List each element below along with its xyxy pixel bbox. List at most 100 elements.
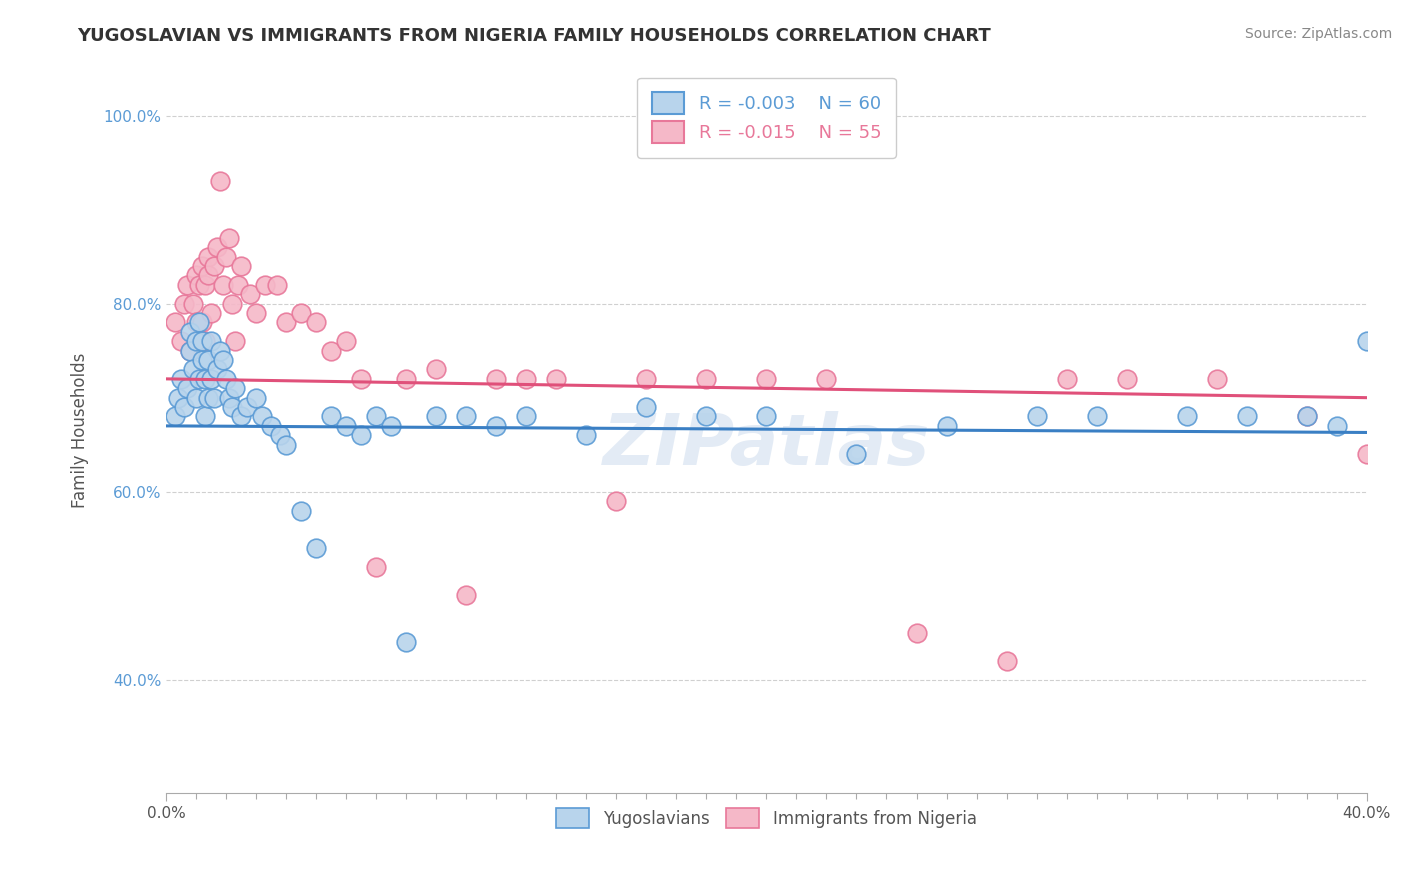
Point: [170, 372, 193, 386]
Point: [208, 174, 231, 188]
Point: [319, 409, 342, 424]
Point: [905, 625, 928, 640]
Point: [995, 654, 1018, 668]
Point: [205, 240, 228, 254]
Point: [202, 259, 225, 273]
Point: [191, 259, 214, 273]
Point: [1355, 447, 1378, 461]
Point: [395, 635, 418, 649]
Point: [181, 296, 204, 310]
Point: [1295, 409, 1317, 424]
Point: [1056, 372, 1078, 386]
Point: [425, 362, 447, 376]
Point: [181, 362, 204, 376]
Point: [260, 418, 283, 433]
Text: Source: ZipAtlas.com: Source: ZipAtlas.com: [1244, 27, 1392, 41]
Point: [515, 409, 537, 424]
Point: [380, 418, 402, 433]
Point: [188, 277, 211, 292]
Point: [200, 306, 222, 320]
Point: [215, 372, 238, 386]
Point: [245, 306, 267, 320]
Point: [245, 391, 267, 405]
Point: [254, 277, 277, 292]
Point: [366, 409, 388, 424]
Point: [1085, 409, 1108, 424]
Point: [636, 372, 658, 386]
Point: [229, 409, 252, 424]
Point: [167, 391, 190, 405]
Point: [179, 343, 201, 358]
Point: [194, 409, 217, 424]
Point: [335, 334, 357, 349]
Point: [755, 409, 778, 424]
Point: [546, 372, 568, 386]
Point: [176, 381, 198, 395]
Point: [1295, 409, 1317, 424]
Point: [1326, 418, 1348, 433]
Point: [218, 231, 240, 245]
Point: [636, 400, 658, 414]
Point: [212, 353, 235, 368]
Point: [290, 306, 312, 320]
Point: [184, 315, 207, 329]
Point: [163, 409, 186, 424]
Point: [425, 409, 447, 424]
Point: [485, 372, 508, 386]
Point: [197, 391, 219, 405]
Point: [250, 409, 273, 424]
Point: [212, 277, 235, 292]
Y-axis label: Family Households: Family Households: [72, 353, 89, 508]
Point: [194, 372, 217, 386]
Point: [218, 391, 240, 405]
Point: [173, 400, 195, 414]
Point: [184, 391, 207, 405]
Point: [215, 250, 238, 264]
Point: [194, 277, 217, 292]
Point: [456, 409, 478, 424]
Point: [197, 353, 219, 368]
Point: [191, 334, 214, 349]
Point: [1205, 372, 1227, 386]
Point: [1115, 372, 1137, 386]
Point: [197, 268, 219, 283]
Point: [305, 315, 328, 329]
Point: [274, 315, 297, 329]
Point: [221, 400, 243, 414]
Text: YUGOSLAVIAN VS IMMIGRANTS FROM NIGERIA FAMILY HOUSEHOLDS CORRELATION CHART: YUGOSLAVIAN VS IMMIGRANTS FROM NIGERIA F…: [77, 27, 991, 45]
Point: [456, 588, 478, 602]
Point: [515, 372, 537, 386]
Point: [305, 541, 328, 556]
Point: [290, 503, 312, 517]
Point: [575, 428, 598, 442]
Point: [1025, 409, 1047, 424]
Point: [202, 391, 225, 405]
Point: [755, 372, 778, 386]
Point: [179, 343, 201, 358]
Point: [170, 334, 193, 349]
Point: [335, 418, 357, 433]
Point: [194, 334, 217, 349]
Point: [1236, 409, 1258, 424]
Point: [395, 372, 418, 386]
Text: ZIPatlas: ZIPatlas: [603, 410, 931, 480]
Point: [845, 447, 868, 461]
Point: [191, 315, 214, 329]
Point: [695, 409, 717, 424]
Point: [815, 372, 838, 386]
Point: [200, 334, 222, 349]
Point: [188, 372, 211, 386]
Point: [191, 353, 214, 368]
Point: [226, 277, 249, 292]
Legend: Yugoslavians, Immigrants from Nigeria: Yugoslavians, Immigrants from Nigeria: [550, 801, 983, 835]
Point: [1355, 334, 1378, 349]
Point: [350, 372, 373, 386]
Point: [695, 372, 717, 386]
Point: [200, 372, 222, 386]
Point: [269, 428, 291, 442]
Point: [221, 296, 243, 310]
Point: [935, 418, 957, 433]
Point: [366, 560, 388, 574]
Point: [173, 296, 195, 310]
Point: [350, 428, 373, 442]
